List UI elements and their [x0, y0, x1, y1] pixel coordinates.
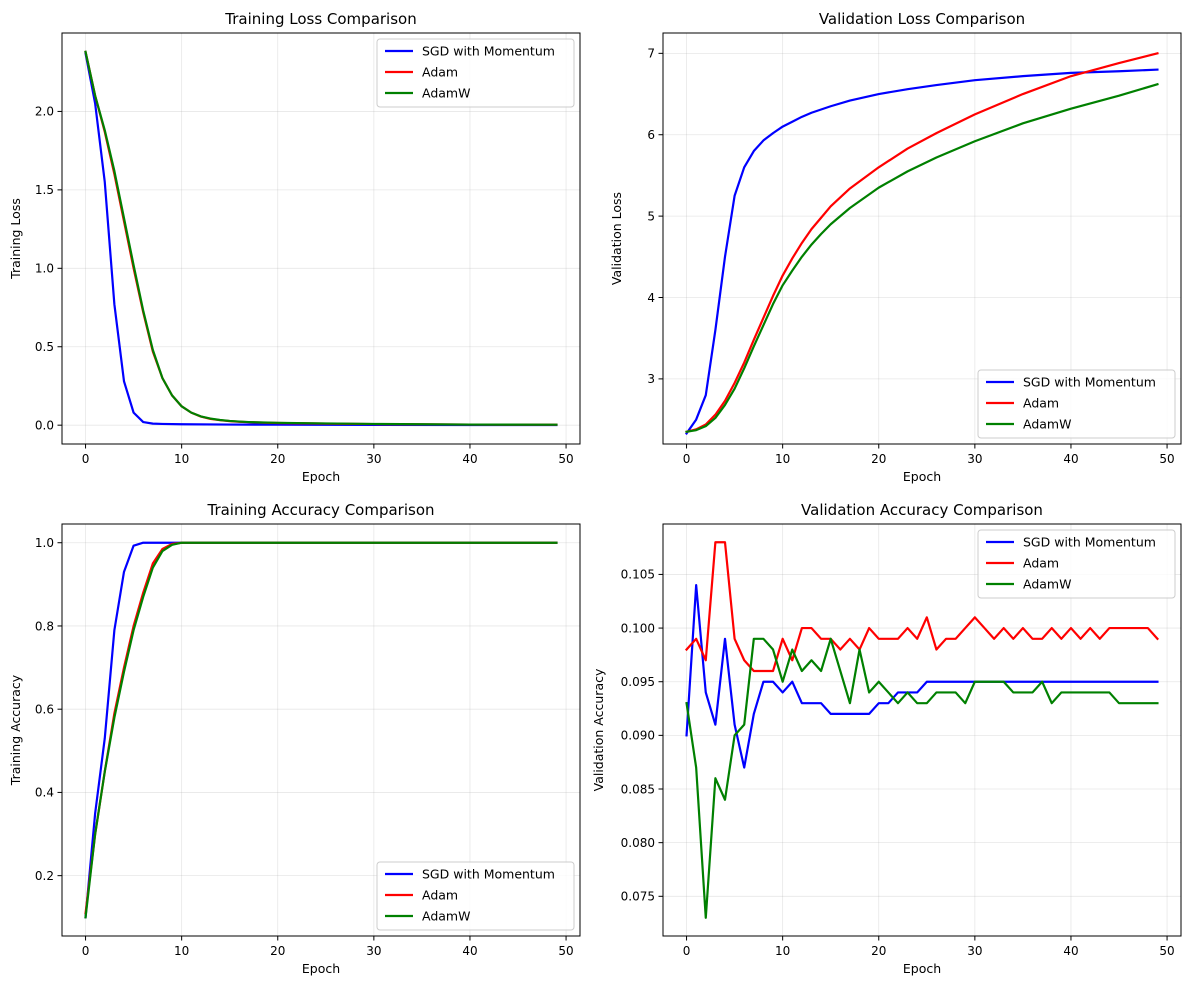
- x-tick-label: 0: [683, 944, 691, 958]
- legend-box: [376, 861, 575, 931]
- x-tick-label: 30: [967, 944, 982, 958]
- x-tick-label: 20: [270, 944, 285, 958]
- y-axis-label: Training Accuracy: [8, 674, 23, 786]
- y-tick-label: 7: [647, 47, 655, 61]
- x-tick-label: 0: [82, 452, 90, 466]
- y-tick-label: 2.0: [35, 105, 54, 119]
- chart-title: Training Loss Comparison: [224, 10, 416, 28]
- y-tick-label: 0.090: [621, 729, 655, 743]
- chart-panel-3: 0 10 20 30 40 50 0.2 0.4 0.6 0.8 1.0 Training Accur…: [8, 501, 581, 976]
- legend-entry: Adam: [1023, 556, 1059, 571]
- y-tick-label: 1.5: [35, 183, 54, 197]
- legend-entry: SGD with Momentum: [422, 44, 555, 59]
- chart-title: Validation Accuracy Comparison: [801, 501, 1043, 519]
- x-tick-label: 50: [558, 944, 573, 958]
- y-tick-label: 5: [647, 209, 655, 223]
- x-tick-label: 30: [366, 452, 381, 466]
- series-group: [84, 50, 558, 427]
- y-tick-label: 0.0: [35, 418, 54, 432]
- x-axis-label: Epoch: [903, 961, 941, 976]
- series-line-adamw: [685, 82, 1159, 434]
- y-tick-label: 0.095: [621, 675, 655, 689]
- legend-entry: SGD with Momentum: [1023, 375, 1156, 390]
- x-tick-label: 40: [462, 944, 477, 958]
- y-tick-label: 3: [647, 372, 655, 386]
- y-tick-label: 1.0: [35, 262, 54, 276]
- legend-entry: AdamW: [1023, 417, 1071, 432]
- axes-frame: [61, 523, 581, 937]
- legend-entry: Adam: [422, 65, 458, 80]
- x-tick-label: 10: [174, 944, 189, 958]
- y-tick-label: 0.6: [35, 702, 54, 716]
- y-tick-label: 0.075: [621, 890, 655, 904]
- axes-frame: [662, 32, 1182, 445]
- axes-frame: [662, 523, 1182, 937]
- legend-entry: AdamW: [1023, 577, 1071, 592]
- series-group: [684, 541, 1160, 919]
- legend: SGD with Momentum Adam AdamW: [977, 529, 1176, 599]
- chart-panel-1: 0 10 20 30 40 50 0.0 0.5 1.0 1.5 2.0 Training Loss …: [8, 10, 581, 484]
- legend-entry: AdamW: [422, 909, 470, 924]
- x-tick-label: 0: [683, 452, 691, 466]
- y-tick-label: 1.0: [35, 536, 54, 550]
- series-line-sgd-with-momentum: [685, 68, 1159, 435]
- x-tick-label: 20: [871, 944, 886, 958]
- x-axis-label: Epoch: [302, 469, 340, 484]
- x-tick-label: 40: [1063, 944, 1078, 958]
- x-tick-label: 10: [174, 452, 189, 466]
- x-tick-label: 50: [1159, 944, 1174, 958]
- x-axis-label: Epoch: [302, 961, 340, 976]
- legend-box: [977, 529, 1176, 599]
- chart-panel-2: 0 10 20 30 40 50 3 4 5 6 7 Validation Loss Comparis…: [609, 10, 1182, 484]
- legend-box: [376, 38, 575, 108]
- series-line-sgd-with-momentum: [685, 584, 1159, 769]
- x-tick-label: 40: [1063, 452, 1078, 466]
- chart-panel-4: 0 10 20 30 40 50 0.075 0.080 0.085 0.090 0.095 0.10…: [591, 501, 1182, 976]
- y-tick-label: 0.4: [35, 786, 54, 800]
- x-tick-label: 10: [775, 944, 790, 958]
- series-line-adamw: [84, 541, 558, 919]
- legend-entry: Adam: [422, 888, 458, 903]
- y-tick-label: 0.2: [35, 869, 54, 883]
- series-line-adam: [685, 52, 1159, 434]
- chart-title: Training Accuracy Comparison: [206, 501, 434, 519]
- y-axis-label: Validation Loss: [609, 192, 624, 285]
- legend-entry: Adam: [1023, 396, 1059, 411]
- legend: SGD with Momentum Adam AdamW: [376, 38, 575, 108]
- series-line-adam: [684, 541, 1160, 673]
- y-tick-label: 0.8: [35, 619, 54, 633]
- x-tick-label: 50: [1159, 452, 1174, 466]
- x-tick-label: 40: [462, 452, 477, 466]
- series-line-adamw: [84, 50, 558, 426]
- y-axis-label: Training Loss: [8, 198, 23, 280]
- legend-entry: SGD with Momentum: [422, 867, 555, 882]
- x-tick-label: 0: [82, 944, 90, 958]
- y-tick-label: 0.100: [621, 621, 655, 635]
- legend-entry: AdamW: [422, 86, 470, 101]
- y-tick-label: 0.105: [621, 568, 655, 582]
- series-line-adamw: [685, 637, 1159, 919]
- legend: SGD with Momentum Adam AdamW: [376, 861, 575, 931]
- axes-frame: [61, 32, 581, 445]
- x-tick-label: 30: [967, 452, 982, 466]
- series-group: [685, 52, 1159, 435]
- y-tick-label: 0.080: [621, 836, 655, 850]
- y-tick-label: 6: [647, 128, 655, 142]
- legend-entry: SGD with Momentum: [1023, 535, 1156, 550]
- legend: SGD with Momentum Adam AdamW: [977, 369, 1176, 439]
- y-axis-label: Validation Accuracy: [591, 668, 606, 791]
- y-tick-label: 0.5: [35, 340, 54, 354]
- y-tick-label: 4: [647, 291, 655, 305]
- legend-box: [977, 369, 1176, 439]
- x-tick-label: 20: [871, 452, 886, 466]
- y-tick-label: 0.085: [621, 782, 655, 796]
- x-tick-label: 20: [270, 452, 285, 466]
- chart-title: Validation Loss Comparison: [819, 10, 1025, 28]
- x-tick-label: 30: [366, 944, 381, 958]
- x-tick-label: 50: [558, 452, 573, 466]
- series-group: [84, 541, 558, 919]
- x-axis-label: Epoch: [903, 469, 941, 484]
- x-tick-label: 10: [775, 452, 790, 466]
